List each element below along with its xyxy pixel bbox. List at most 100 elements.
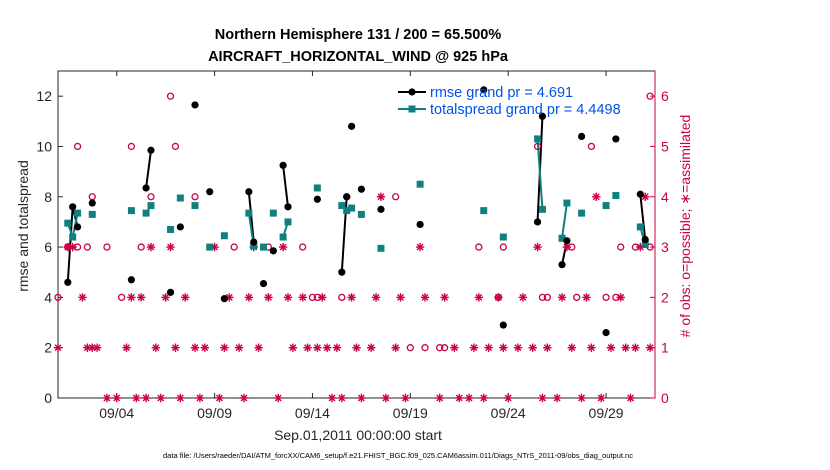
obs-assimilated-point: [577, 393, 586, 403]
x-tick-label: 09/19: [393, 405, 428, 421]
obs-assimilated-point: [626, 393, 635, 403]
rmse-point: [64, 278, 72, 286]
y2-axis-label: # of obs: o=possible; ∗=assimilated: [677, 115, 693, 338]
spread-point: [245, 209, 253, 217]
obs-assimilated-point: [200, 343, 210, 352]
obs-assimilated-point: [78, 293, 87, 302]
obs-assimilated-point: [327, 393, 337, 403]
obs-possible-point: [436, 344, 444, 352]
obs-assimilated-point: [587, 343, 596, 352]
obs-assimilated-point: [528, 343, 537, 352]
rmse-point: [602, 329, 610, 337]
spread-line: [561, 202, 568, 239]
spread-point: [636, 223, 644, 231]
obs-possible-point: [646, 92, 654, 100]
obs-assimilated-point: [68, 242, 77, 252]
spread-point: [279, 233, 287, 241]
obs-assimilated-point: [92, 343, 102, 352]
obs-possible-point: [73, 142, 82, 151]
spread-point: [499, 233, 507, 241]
y2-tick-label: 1: [661, 340, 669, 356]
x-tick-label: 09/14: [295, 405, 330, 421]
rmse-line: [561, 240, 568, 265]
obs-possible-point: [499, 243, 507, 251]
obs-assimilated-point: [141, 393, 151, 403]
y-tick-label: 2: [44, 340, 52, 356]
y-tick-label: 8: [44, 189, 52, 205]
spread-line: [536, 138, 544, 210]
spread-point: [88, 210, 96, 218]
obs-assimilated-point: [469, 343, 479, 352]
spread-point: [338, 202, 346, 210]
obs-assimilated-point: [503, 393, 513, 403]
obs-assimilated-point: [396, 293, 405, 302]
obs-assimilated-point: [381, 393, 391, 403]
obs-assimilated-point: [479, 393, 488, 403]
spread-point: [284, 218, 292, 226]
obs-assimilated-point: [318, 293, 327, 302]
obs-assimilated-point: [337, 393, 347, 403]
obs-assimilated-point: [156, 393, 165, 403]
obs-possible-point: [103, 243, 111, 251]
obs-assimilated-point: [161, 293, 170, 302]
obs-assimilated-point: [288, 343, 298, 352]
obs-assimilated-point: [420, 293, 430, 302]
obs-assimilated-point: [112, 393, 121, 403]
spread-point: [206, 243, 214, 251]
obs-assimilated-point: [322, 343, 332, 352]
obs-assimilated-point: [499, 343, 508, 352]
rmse-point: [480, 86, 488, 94]
y-axis-label: rmse and totalspread: [15, 160, 31, 292]
rmse-point: [176, 223, 184, 231]
rmse-point: [284, 203, 292, 211]
obs-assimilated-point: [215, 393, 224, 403]
rmse-point: [245, 188, 253, 196]
obs-assimilated-point: [376, 192, 386, 201]
x-tick-label: 09/29: [589, 405, 624, 421]
obs-possible-point: [587, 142, 596, 151]
obs-assimilated-point: [366, 343, 376, 352]
obs-assimilated-point: [582, 293, 591, 302]
obs-assimilated-point: [606, 343, 616, 352]
obs-assimilated-point: [244, 293, 254, 302]
rmse-point: [499, 321, 507, 329]
rmse-point: [279, 161, 287, 169]
obs-assimilated-point: [357, 393, 366, 403]
rmse-point: [641, 235, 649, 244]
spread-point: [260, 243, 268, 251]
rmse-line: [639, 194, 647, 240]
legend-label: totalspread grand pr = 4.4498: [430, 102, 621, 118]
obs-assimilated-point: [616, 293, 625, 302]
obs-possible-point: [191, 193, 199, 201]
rmse-point: [250, 238, 258, 246]
obs-assimilated-point: [464, 393, 474, 403]
obs-possible-point: [230, 243, 238, 251]
spread-point: [313, 184, 321, 192]
y-tick-label: 0: [44, 390, 52, 406]
spread-point: [142, 209, 150, 217]
obs-possible-point: [573, 293, 581, 302]
rmse-point: [533, 218, 542, 226]
obs-assimilated-point: [450, 343, 459, 352]
chart-subtitle: AIRCRAFT_HORIZONTAL_WIND @ 925 hPa: [208, 49, 509, 65]
obs-assimilated-point: [132, 393, 141, 403]
x-tick-label: 09/09: [197, 405, 232, 421]
obs-assimilated-point: [621, 343, 630, 352]
obs-possible-point: [171, 142, 180, 151]
obs-assimilated-point: [371, 293, 381, 302]
obs-assimilated-point: [592, 192, 601, 201]
obs-assimilated-point: [102, 393, 112, 403]
chart-title: Northern Hemisphere 131 / 200 = 65.500%: [215, 27, 502, 43]
spread-point: [127, 207, 135, 215]
obs-assimilated-point: [513, 343, 523, 352]
obs-assimilated-point: [391, 343, 400, 352]
legend-marker: [408, 105, 416, 113]
obs-assimilated-point: [567, 343, 577, 352]
y2-tick-label: 3: [661, 239, 669, 255]
obs-possible-point: [406, 344, 414, 352]
rmse-point: [538, 112, 547, 120]
obs-assimilated-point: [455, 393, 464, 403]
spread-point: [348, 204, 356, 212]
